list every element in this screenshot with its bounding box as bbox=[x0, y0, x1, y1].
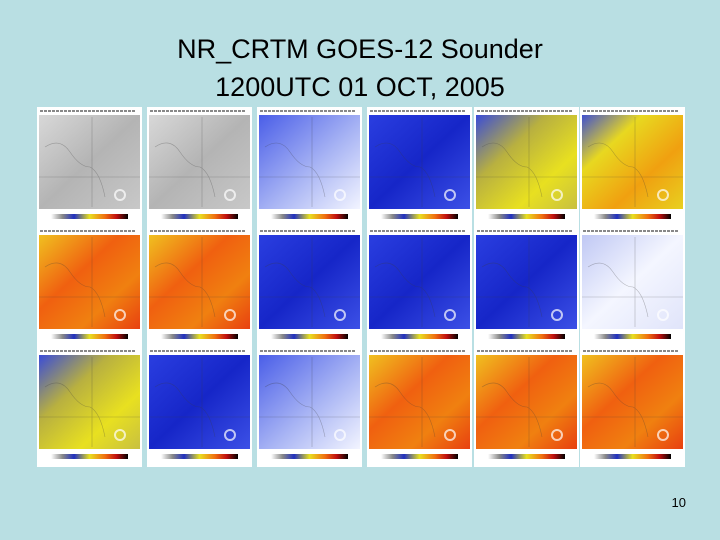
coastline bbox=[149, 237, 250, 327]
color-bar bbox=[271, 214, 348, 219]
storm bbox=[334, 189, 346, 201]
satellite-image bbox=[149, 115, 250, 209]
storm bbox=[551, 189, 563, 201]
satellite-image bbox=[369, 115, 470, 209]
coastline bbox=[149, 357, 250, 447]
color-bar bbox=[161, 454, 238, 459]
storm bbox=[657, 309, 669, 321]
satellite-image bbox=[39, 115, 140, 209]
color-bar bbox=[271, 334, 348, 339]
coastline bbox=[476, 237, 577, 327]
storm bbox=[224, 309, 236, 321]
color-bar bbox=[381, 334, 458, 339]
storm bbox=[444, 429, 456, 441]
satellite-image bbox=[369, 355, 470, 449]
satellite-image bbox=[39, 235, 140, 329]
coastline bbox=[476, 117, 577, 207]
color-bar bbox=[594, 334, 671, 339]
color-bar bbox=[161, 214, 238, 219]
satellite-image bbox=[476, 235, 577, 329]
title-line: 1200UTC 01 OCT, 2005 bbox=[215, 72, 505, 102]
storm bbox=[444, 189, 456, 201]
coastline bbox=[369, 357, 470, 447]
color-bar bbox=[271, 454, 348, 459]
color-bar bbox=[488, 454, 565, 459]
storm bbox=[224, 189, 236, 201]
coastline bbox=[259, 237, 360, 327]
page-number: 10 bbox=[671, 495, 686, 510]
color-bar bbox=[381, 214, 458, 219]
storm bbox=[444, 309, 456, 321]
storm bbox=[551, 429, 563, 441]
satellite-image bbox=[39, 355, 140, 449]
storm bbox=[551, 309, 563, 321]
storm bbox=[334, 309, 346, 321]
slide-title: NR_CRTM GOES-12 Sounder 1200UTC 01 OCT, … bbox=[0, 30, 720, 106]
coastline bbox=[369, 237, 470, 327]
color-bar bbox=[594, 454, 671, 459]
storm bbox=[114, 189, 126, 201]
satellite-image bbox=[259, 355, 360, 449]
coastline bbox=[39, 237, 140, 327]
coastline bbox=[39, 117, 140, 207]
color-bar bbox=[51, 214, 128, 219]
satellite-image bbox=[476, 115, 577, 209]
storm bbox=[657, 429, 669, 441]
satellite-image bbox=[582, 115, 683, 209]
coastline bbox=[582, 237, 683, 327]
color-bar bbox=[488, 214, 565, 219]
storm bbox=[657, 189, 669, 201]
storm bbox=[334, 429, 346, 441]
color-bar bbox=[161, 334, 238, 339]
color-bar bbox=[51, 454, 128, 459]
satellite-image bbox=[259, 115, 360, 209]
coastline bbox=[259, 357, 360, 447]
storm bbox=[114, 429, 126, 441]
satellite-image bbox=[476, 355, 577, 449]
coastline bbox=[149, 117, 250, 207]
coastline bbox=[582, 117, 683, 207]
coastline bbox=[369, 117, 470, 207]
satellite-image bbox=[582, 355, 683, 449]
coastline bbox=[582, 357, 683, 447]
satellite-image bbox=[259, 235, 360, 329]
storm bbox=[224, 429, 236, 441]
color-bar bbox=[594, 214, 671, 219]
color-bar bbox=[488, 334, 565, 339]
satellite-image bbox=[149, 235, 250, 329]
storm bbox=[114, 309, 126, 321]
coastline bbox=[476, 357, 577, 447]
satellite-image bbox=[369, 235, 470, 329]
coastline bbox=[259, 117, 360, 207]
coastline bbox=[39, 357, 140, 447]
satellite-image bbox=[582, 235, 683, 329]
satellite-image bbox=[149, 355, 250, 449]
title-line: NR_CRTM GOES-12 Sounder bbox=[177, 34, 543, 64]
color-bar bbox=[381, 454, 458, 459]
color-bar bbox=[51, 334, 128, 339]
